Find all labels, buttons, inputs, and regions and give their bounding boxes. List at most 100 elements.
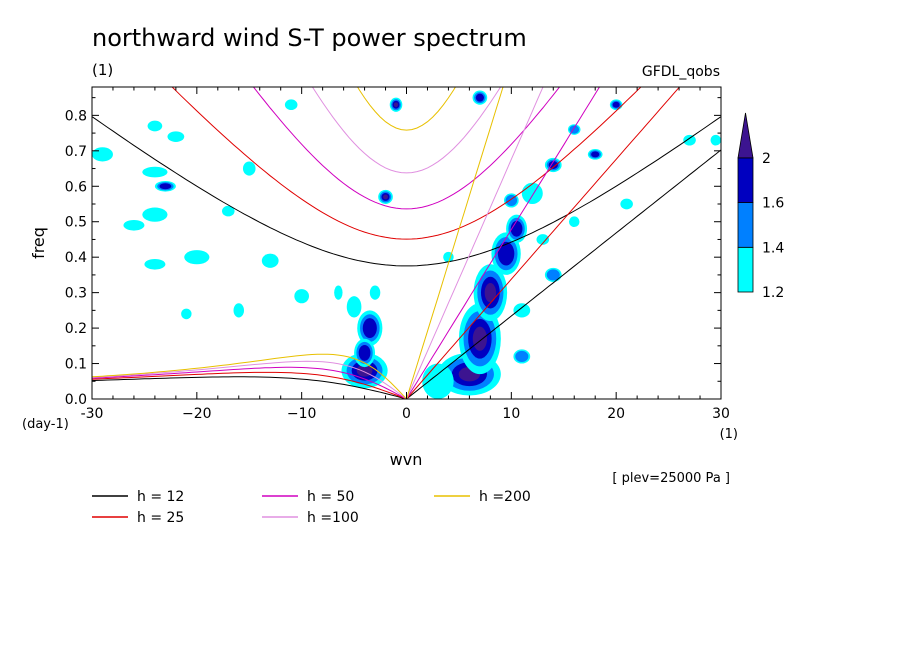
colorbar-segment xyxy=(737,246,754,293)
contour-blob xyxy=(568,216,580,228)
y-tick-label: 0.2 xyxy=(65,321,87,337)
contour-blob xyxy=(123,219,145,231)
contour-blob xyxy=(346,296,362,318)
colorbar-label: 2 xyxy=(762,151,771,167)
y-tick-label: 0.6 xyxy=(65,179,87,195)
dispersion-curves xyxy=(92,87,721,399)
colorbar-segment xyxy=(737,202,754,248)
colorbar-label: 1.6 xyxy=(762,196,784,212)
contour-blob xyxy=(233,303,245,318)
rossby-curve xyxy=(92,360,407,399)
x-tick-label: −20 xyxy=(182,406,212,422)
legend-label: h =100 xyxy=(307,510,359,526)
contour-blob xyxy=(513,303,531,318)
legend-label: h = 50 xyxy=(307,489,354,505)
contour-blob xyxy=(536,234,550,245)
colorbar-label: 1.2 xyxy=(762,285,784,301)
contour-blob xyxy=(515,350,529,362)
legend-label: h = 12 xyxy=(137,489,184,505)
pressure-annotation: [ plev=25000 Pa ] xyxy=(612,471,730,486)
y-tick-label: 0.5 xyxy=(65,215,87,231)
colorbar: 1.2 1.4 1.6 2 xyxy=(737,112,784,301)
contour-blob xyxy=(591,151,600,158)
colorbar-label: 1.4 xyxy=(762,240,784,256)
legend-label: h = 25 xyxy=(137,510,184,526)
chart-title: northward wind S-T power spectrum xyxy=(92,24,527,52)
contour-blob xyxy=(144,258,166,270)
contour-blob xyxy=(497,241,515,266)
gravity-curve xyxy=(356,87,457,131)
y-axis-label: freq xyxy=(29,227,48,259)
gravity-curve xyxy=(92,116,721,267)
gravity-curve xyxy=(171,87,642,240)
rossby-curve xyxy=(92,366,407,399)
contour-blob xyxy=(393,102,399,108)
contour-blob xyxy=(546,269,560,281)
x-units-label: (1) xyxy=(720,427,738,442)
rossby-curve xyxy=(92,371,407,399)
contour-blob xyxy=(221,205,235,217)
kelvin-curve xyxy=(406,149,721,399)
contour-blob xyxy=(358,344,371,361)
contour-blob xyxy=(362,318,377,339)
contour-blob xyxy=(484,282,497,303)
contour-blob xyxy=(620,198,633,210)
contour-blob xyxy=(159,183,172,190)
contour-blob xyxy=(472,326,488,351)
spectral-power-contours xyxy=(92,90,721,399)
x-tick-label: 10 xyxy=(502,406,520,422)
x-tick-label: 20 xyxy=(607,406,625,422)
contour-blob xyxy=(475,93,484,102)
rossby-curve xyxy=(92,376,407,399)
y-tick-label: 0.0 xyxy=(65,392,87,408)
legend: h = 12 h = 25 h = 50 h =100 h =200 xyxy=(92,489,531,526)
rossby-curve xyxy=(92,353,407,399)
x-tick-label: 30 xyxy=(712,406,730,422)
contour-blob xyxy=(369,285,381,300)
contour-blob xyxy=(334,285,343,300)
kelvin-curve xyxy=(406,87,601,399)
y-tick-label: 0.4 xyxy=(65,250,87,266)
contour-blob xyxy=(242,161,256,176)
gravity-curve xyxy=(252,87,561,210)
contour-blob xyxy=(383,194,389,200)
contour-blob xyxy=(167,131,185,142)
contour-blob xyxy=(284,99,298,111)
y-tick-label: 0.1 xyxy=(65,357,87,373)
y-units-label: (day-1) xyxy=(22,417,69,432)
colorbar-segment xyxy=(737,157,754,203)
kelvin-curve xyxy=(406,87,544,399)
gravity-curve xyxy=(311,87,502,174)
contour-blob xyxy=(142,166,168,178)
contour-blob xyxy=(184,250,210,265)
legend-label: h =200 xyxy=(479,489,531,505)
x-tick-label: −10 xyxy=(287,406,317,422)
kelvin-curve xyxy=(406,87,504,399)
contour-blob xyxy=(548,161,558,169)
colorbar-triangle xyxy=(737,112,754,159)
x-tick-label: 0 xyxy=(402,406,411,422)
contour-blob xyxy=(683,134,696,146)
y-tick-label: 0.8 xyxy=(65,108,87,124)
contour-blob xyxy=(261,253,279,268)
y-tick-label: 0.7 xyxy=(65,144,87,160)
plot-frame xyxy=(91,86,722,400)
contour-blob xyxy=(294,289,310,304)
contour-blob xyxy=(147,120,163,132)
contour-blob xyxy=(710,134,721,146)
x-tick-label: -30 xyxy=(81,406,104,422)
y-tick-label: 0.3 xyxy=(65,286,87,302)
source-label: GFDL_qobs xyxy=(642,64,720,80)
x-axis: -30 −20 −10 0 10 20 30 xyxy=(81,87,730,422)
x-axis-label: wvn xyxy=(390,450,423,469)
contour-blob xyxy=(92,147,113,162)
contour-blob xyxy=(612,101,620,108)
contour-blob xyxy=(521,182,543,204)
contour-blob xyxy=(510,220,523,237)
contour-blob xyxy=(142,207,168,222)
contour-blob xyxy=(181,308,192,320)
y-axis: 0.0 0.1 0.2 0.3 0.4 0.5 0.6 0.7 0.8 xyxy=(65,97,721,408)
contour-blob xyxy=(422,363,454,399)
kelvin-curve xyxy=(406,87,681,399)
